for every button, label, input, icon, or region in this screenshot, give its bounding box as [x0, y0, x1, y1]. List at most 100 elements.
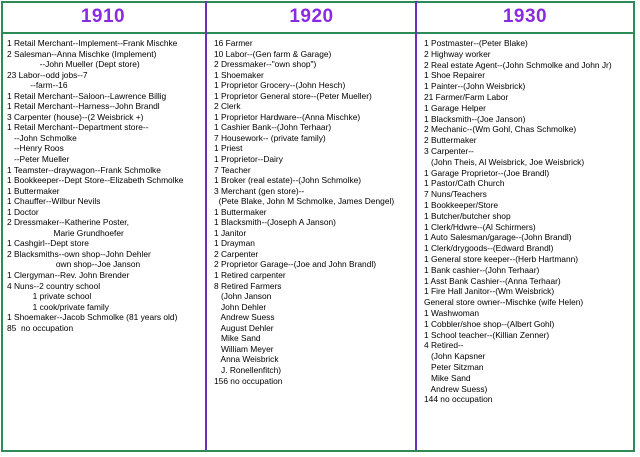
column-1930: 1930 1 Postmaster--(Peter Blake) 2 Highwa… — [418, 1, 632, 456]
list-item: August Dehler — [214, 322, 274, 333]
list-item: 21 Farmer/Farm Labor — [424, 91, 509, 102]
list-item: 2 Dressmaker--Katherine Poster, — [7, 217, 129, 228]
list-item: Anna Weisbrick — [214, 354, 279, 365]
list-item: 1 Buttermaker — [214, 206, 267, 217]
list-item: 1 Blacksmith--(Joseph A Janson) — [214, 217, 336, 228]
list-item: 2 Proprietor Garage--(Joe and John Brand… — [214, 259, 376, 270]
list-item: Andrew Suess) — [424, 383, 488, 394]
list-item: 1 Proprietor Grocery--(John Hesch) — [214, 80, 346, 91]
list-item: 23 Labor--odd jobs--7 — [7, 69, 88, 80]
list-item: 1 Shoe Repairer — [424, 70, 485, 81]
list-item: 1 Cobbler/shoe shop--(Albert Gohl) — [424, 318, 555, 329]
list-item: 1 Shoemaker — [214, 69, 264, 80]
list-item: John Dehler — [214, 301, 267, 312]
list-item: 1 Butcher/butcher shop — [424, 210, 511, 221]
list-item: --Henry Roos — [7, 143, 64, 154]
occupation-list-1920: 16 Farmer 10 Labor--(Gen farm & Garage) 2 … — [214, 38, 413, 386]
header-divider — [1, 32, 633, 34]
list-item: 1 Blacksmith--(Joe Janson) — [424, 113, 526, 124]
occupation-table — [1, 1, 635, 452]
list-item: 2 Blacksmiths--own shop--John Dehler — [7, 248, 151, 259]
list-item: 1 Garage Proprietor--(Joe Brandl) — [424, 167, 550, 178]
list-item: 1 Shoemaker--Jacob Schmolke (81 years ol… — [7, 312, 178, 323]
list-item: 1 Painter--(John Weisbrick) — [424, 81, 526, 92]
list-item: 7 Housework-- (private family) — [214, 132, 326, 143]
list-item: 2 Carpenter — [214, 248, 259, 259]
list-item: Andrew Suess — [214, 312, 275, 323]
list-item: --John Schmolke — [7, 132, 77, 143]
list-item: (John Kapsner — [424, 351, 486, 362]
list-item: 1 Pastor/Cath Church — [424, 178, 505, 189]
list-item: own shop--Joe Janson — [7, 259, 141, 270]
list-item: 1 Chauffer--Wilbur Nevils — [7, 196, 101, 207]
list-item: 2 Salesman--Anna Mischke (Implement) — [7, 48, 157, 59]
list-item: 1 Retired carpenter — [214, 270, 286, 281]
list-item: 7 Teacher — [214, 164, 251, 175]
column-divider-1 — [205, 1, 207, 450]
list-item: 1 Proprietor Hardware--(Anna Mischke) — [214, 111, 361, 122]
list-item: 1 private school — [7, 291, 92, 302]
list-item: 4 Retired-- — [424, 340, 464, 351]
list-item: 7 Nuns/Teachers — [424, 189, 487, 200]
list-item: 1 cook/private family — [7, 301, 109, 312]
list-item: 1 Proprietor General store--(Peter Muell… — [214, 90, 372, 101]
list-item: J. Ronellenfitch) — [214, 364, 282, 375]
list-item: 1 Retail Merchant--Harness--John Brandl — [7, 101, 160, 112]
list-item: 1 Clerk/Hdwre--(Al Schirmers) — [424, 221, 536, 232]
list-item: 1 Priest — [214, 143, 243, 154]
list-item: --John Mueller (Dept store) — [7, 59, 140, 70]
list-item: 2 Highway worker — [424, 48, 491, 59]
list-item: 1 Clerk/drygoods--(Edward Brandl) — [424, 243, 554, 254]
list-item: Marie Grundhoefer — [7, 227, 124, 238]
list-item: 1 General store keeper--(Herb Hartmann) — [424, 253, 579, 264]
list-item: 1 Garage Helper — [424, 102, 486, 113]
list-item: 1 Postmaster--(Peter Blake) — [424, 38, 528, 48]
list-item: 1 Teamster--draywagon--Frank Schmolke — [7, 164, 161, 175]
list-item: 1 Buttermaker — [7, 185, 60, 196]
list-item: 1 Cashier Bank--(John Terhaar) — [214, 122, 332, 133]
list-item: 1 Bookkeeper/Store — [424, 199, 499, 210]
list-item: 1 Auto Salesman/garage--(John Brandl) — [424, 232, 572, 243]
column-divider-2 — [415, 1, 417, 450]
list-item: General store owner--Mischke (wife Helen… — [424, 297, 584, 308]
list-item: (John Theis, Al Weisbrick, Joe Weisbrick… — [424, 156, 585, 167]
list-item: 1 School teacher--(Killian Zenner) — [424, 329, 550, 340]
list-item: 4 Nuns--2 country school — [7, 280, 101, 291]
list-item: 2 Clerk — [214, 101, 241, 112]
list-item: 1 Drayman — [214, 238, 255, 249]
list-item: --farm--16 — [7, 80, 68, 91]
list-item: 1 Retail Merchant--Implement--Frank Misc… — [7, 38, 178, 48]
list-item: 16 Farmer — [214, 38, 253, 48]
list-item: Mike Sand — [424, 372, 471, 383]
list-item: 85 no occupation — [7, 322, 74, 333]
list-item: 2 Mechanic--(Wm Gohl, Chas Schmolke) — [424, 124, 577, 135]
list-item: (John Janson — [214, 291, 272, 302]
list-item: 3 Carpenter (house)--(2 Weisbrick +) — [7, 111, 144, 122]
list-item: 1 Retail Merchant--Saloon--Lawrence Bill… — [7, 90, 167, 101]
list-item: 1 Bank cashier--(John Terhaar) — [424, 264, 540, 275]
list-item: 2 Real estate Agent--(John Schmolke and … — [424, 59, 612, 70]
year-header-1920: 1920 — [289, 6, 334, 27]
list-item: 1 Retail Merchant--Department store-- — [7, 122, 149, 133]
list-item: (Pete Blake, John M Schmolke, James Deng… — [214, 196, 395, 207]
list-item: 1 Cashgirl--Dept store — [7, 238, 89, 249]
list-item: William Meyer — [214, 343, 274, 354]
list-item: 1 Washwoman — [424, 307, 480, 318]
occupation-list-1910: 1 Retail Merchant--Implement--Frank Misc… — [7, 38, 203, 333]
list-item: 156 no occupation — [214, 375, 283, 386]
list-item: 2 Dressmaker--"own shop") — [214, 59, 317, 70]
list-item: 1 Bookkeeper--Dept Store--Elizabeth Schm… — [7, 175, 184, 186]
column-1910: 1910 1 Retail Merchant--Implement--Frank… — [1, 1, 205, 456]
list-item: Mike Sand — [214, 333, 261, 344]
list-item: Peter Sitzman — [424, 361, 484, 372]
list-item: 10 Labor--(Gen farm & Garage) — [214, 48, 332, 59]
list-item: 144 no occupation — [424, 394, 493, 405]
occupation-list-1930: 1 Postmaster--(Peter Blake) 2 Highway wor… — [424, 38, 630, 405]
list-item: 8 Retired Farmers — [214, 280, 282, 291]
list-item: 1 Doctor — [7, 206, 39, 217]
list-item: 3 Merchant (gen store)-- — [214, 185, 305, 196]
list-item: 3 Carpenter-- — [424, 145, 474, 156]
list-item: 1 Fire Hall Janitor--(Wm Weisbrick) — [424, 286, 555, 297]
list-item: 1 Clergyman--Rev. John Brender — [7, 270, 130, 281]
list-item: --Peter Mueller — [7, 154, 70, 165]
